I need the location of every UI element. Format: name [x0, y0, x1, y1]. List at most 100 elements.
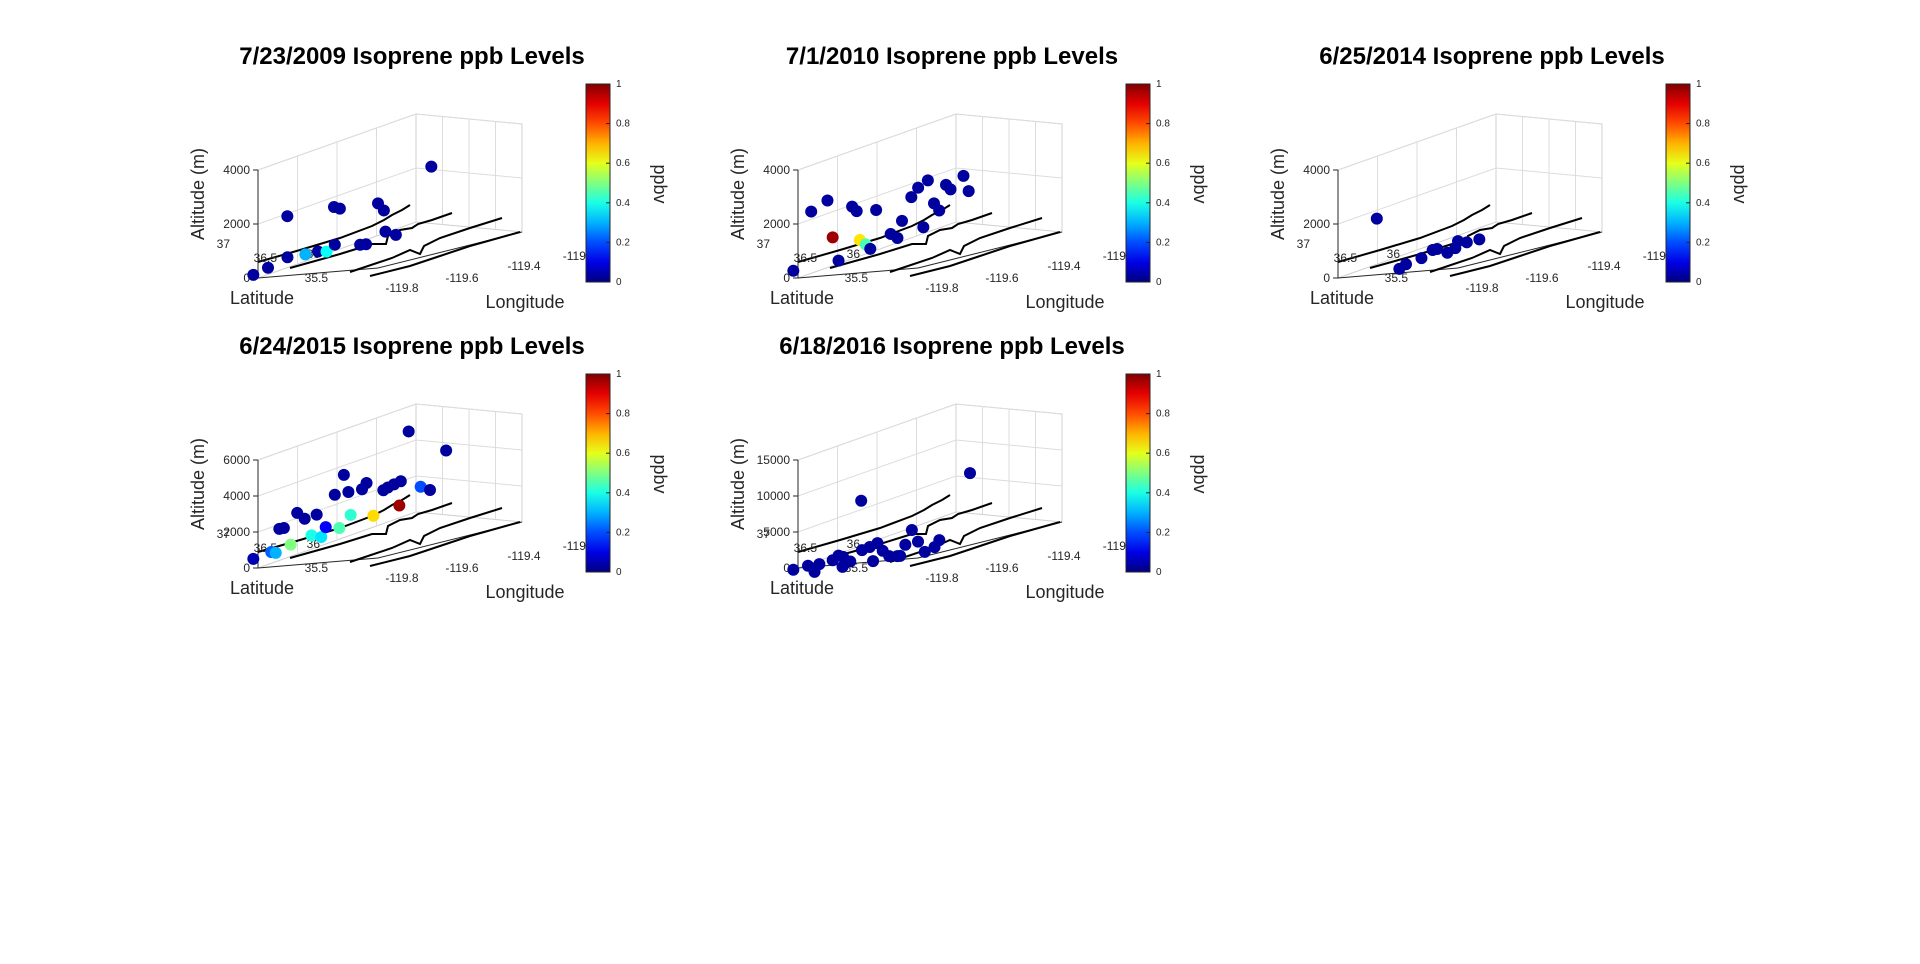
colorbar-tick-label: 0.4	[1156, 488, 1170, 499]
lat-tick-label: 37	[217, 527, 231, 541]
boundary-line	[889, 217, 1043, 273]
lat-tick-label: 36.5	[254, 251, 278, 265]
data-point	[813, 558, 826, 571]
data-points	[787, 467, 976, 578]
colorbar-tick-label: 1	[616, 369, 622, 380]
data-point	[247, 268, 260, 281]
data-point	[962, 185, 975, 198]
boundary-line	[1429, 217, 1583, 273]
data-point	[298, 512, 311, 525]
boundary-line	[829, 212, 993, 269]
lon-tick-label: -119.8	[925, 571, 958, 585]
chart-panel: 02000400035.53636.537-119.8-119.6-119.4-…	[188, 43, 670, 312]
y-axis-label: Latitude	[1310, 288, 1374, 308]
z-gridline	[257, 113, 523, 171]
lon-tick-label: -119.8	[925, 281, 958, 295]
data-point	[787, 264, 800, 277]
lon-tick-label: -119.4	[1587, 259, 1620, 273]
data-point	[944, 183, 957, 196]
z-tick-label: 4000	[223, 489, 250, 503]
data-point	[912, 181, 925, 194]
lon-tick-label: -119.4	[1047, 549, 1080, 563]
data-point	[1473, 233, 1486, 246]
colorbar-tick-label: 0.6	[1156, 448, 1170, 459]
colorbar	[1665, 83, 1691, 283]
data-point	[320, 245, 333, 258]
colorbar-tick-label: 0	[1696, 277, 1702, 288]
colorbar-tick-label: 0.4	[1156, 198, 1170, 209]
data-point	[299, 248, 312, 261]
lon-tick-label: -119.	[1643, 249, 1669, 263]
colorbar-tick-label: 0.8	[616, 409, 630, 420]
data-point	[269, 546, 282, 559]
chart-title: 6/18/2016 Isoprene ppb Levels	[779, 333, 1125, 360]
data-points	[247, 160, 438, 281]
data-point	[360, 476, 373, 489]
data-point	[912, 535, 924, 548]
data-point	[1415, 252, 1428, 265]
data-point	[315, 531, 328, 544]
z-tick-label: 2000	[223, 217, 250, 231]
z-tick-label: 0	[783, 271, 790, 285]
lon-tick-label: -119.8	[385, 571, 418, 585]
data-point	[360, 238, 372, 251]
data-point	[1400, 258, 1412, 271]
data-point	[905, 191, 918, 204]
data-point	[964, 467, 976, 480]
z-gridline	[797, 113, 1063, 171]
data-point	[389, 228, 402, 241]
colorbar-tick-label: 0	[616, 277, 622, 288]
colorbar-tick-label: 1	[616, 79, 622, 90]
lat-tick-label: 36.5	[1334, 251, 1358, 265]
y-axis-label: Latitude	[770, 578, 834, 598]
z-tick-label: 4000	[763, 163, 790, 177]
chart-title: 6/25/2014 Isoprene ppb Levels	[1319, 43, 1665, 70]
boundary-line	[349, 507, 503, 563]
lat-tick-label: 35.5	[305, 561, 329, 575]
data-point	[281, 210, 294, 223]
data-point	[312, 245, 324, 258]
lon-tick-label: -119.6	[445, 271, 478, 285]
chart-panel: 02000400035.53636.537-119.8-119.6-119.4-…	[1268, 43, 1750, 312]
data-point	[333, 522, 346, 535]
data-point	[333, 202, 346, 215]
colorbar-tick-label: 1	[1156, 79, 1162, 90]
lon-tick-label: -119.4	[1047, 259, 1080, 273]
lon-tick-label: -119.4	[507, 549, 540, 563]
colorbar-label: ppbv	[1190, 454, 1210, 493]
colorbar	[1125, 83, 1151, 283]
colorbar	[585, 83, 611, 283]
data-point	[319, 521, 332, 534]
lat-tick-label: 36.5	[794, 541, 818, 555]
z-gridline	[797, 439, 1063, 497]
colorbar-tick-label: 1	[1156, 369, 1162, 380]
x-axis-label: Longitude	[485, 582, 564, 602]
boundary-line	[1337, 204, 1491, 263]
data-point	[262, 261, 274, 274]
grid	[1337, 113, 1603, 279]
colorbar-tick-label: 0.4	[616, 488, 630, 499]
data-point	[394, 475, 407, 488]
z-gridline	[257, 475, 523, 533]
boundary-line	[349, 217, 503, 273]
boundary-line	[369, 521, 521, 567]
lon-tick-label: -119.	[1103, 249, 1129, 263]
data-point	[281, 251, 294, 264]
data-point	[821, 194, 834, 207]
data-point	[905, 524, 918, 537]
data-point	[855, 494, 868, 507]
lon-tick-label: -119.	[1103, 539, 1129, 553]
z-gridline	[1337, 167, 1603, 225]
lon-tick-label: -119.4	[507, 259, 540, 273]
colorbar	[585, 373, 611, 573]
chart-title: 7/1/2010 Isoprene ppb Levels	[786, 43, 1118, 70]
data-point	[425, 160, 438, 173]
y-axis-label: Latitude	[230, 288, 294, 308]
data-point	[864, 242, 877, 255]
data-point	[917, 221, 930, 234]
z-tick-label: 0	[243, 271, 250, 285]
county-boundaries	[1337, 204, 1601, 277]
lon-tick-label: -119.6	[985, 561, 1018, 575]
colorbar-tick-label: 0.8	[616, 119, 630, 130]
